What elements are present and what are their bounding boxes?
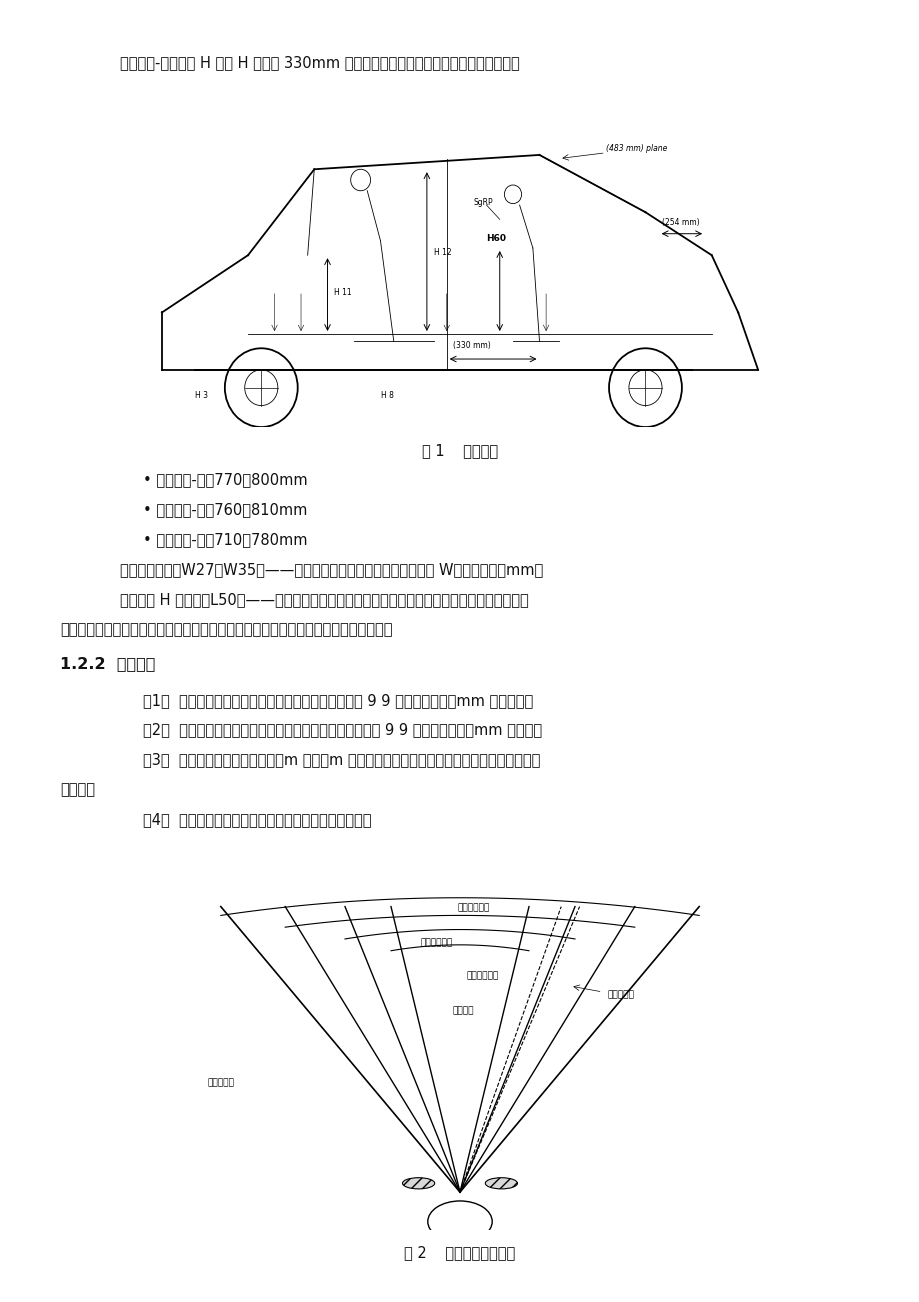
Text: 单目干涉角: 单目干涉角	[607, 991, 633, 1000]
Text: 此参数较小，尺寸大的车较大，也有个别特苏车型，主要一产品定义为主要设计参考。: 此参数较小，尺寸大的车较大，也有个别特苏车型，主要一产品定义为主要设计参考。	[60, 622, 391, 638]
Text: • 进入高度-后：760－810mm: • 进入高度-后：760－810mm	[142, 503, 307, 518]
Text: 图 1    进入高度: 图 1 进入高度	[422, 443, 497, 458]
Text: (483 mm) plane: (483 mm) plane	[605, 145, 666, 154]
Text: （3）  前方视野：能看到前方１２m 远处５m 高的路示牌；同常情况下可以看到前方８－９米处: （3） 前方视野：能看到前方１２m 远处５m 高的路示牌；同常情况下可以看到前方…	[142, 753, 539, 768]
Text: 图 2    人眼视线舒适区域: 图 2 人眼视线舒适区域	[404, 1245, 515, 1260]
Text: 单目干涉角: 单目干涉角	[207, 1079, 233, 1087]
Text: （2）  车门玻璃眩目：车内发光点不能通过车门玻璃反射在 9 9 ％眼椭圆＋４０mm 的区域内: （2） 车门玻璃眩目：车内发光点不能通过车门玻璃反射在 9 9 ％眼椭圆＋４０m…	[142, 723, 541, 738]
Text: 前后乘员 H 点距离（L50）——要考虑座椅靠背空间与后排乘员的乘坐姿态，通常情况下小型车。: 前后乘员 H 点距离（L50）——要考虑座椅靠背空间与后排乘员的乘坐姿态，通常情…	[119, 592, 528, 608]
Text: H60: H60	[486, 234, 506, 243]
Text: 右眼单目视野: 右眼单目视野	[466, 971, 499, 980]
Text: (254 mm): (254 mm)	[662, 219, 698, 227]
Text: 头部侧向空间（W27、W35）——根据车型不同具体确定，通常情况下 W２７大于５０mm。: 头部侧向空间（W27、W35）——根据车型不同具体确定，通常情况下 W２７大于５…	[119, 562, 542, 578]
Text: （4）  仪表视野舒适性：仪表位于驾驶员视野舒适区域内: （4） 仪表视野舒适性：仪表位于驾驶员视野舒适区域内	[142, 812, 370, 828]
Text: （1）  仪表眩目：仪表发光点不能通过风挡玻璃反射在 9 9 ％眼椭圆＋４０mm 的区域内。: （1） 仪表眩目：仪表发光点不能通过风挡玻璃反射在 9 9 ％眼椭圆＋４０mm …	[142, 693, 532, 708]
Text: 的地面。: 的地面。	[60, 783, 95, 798]
Text: SgRP: SgRP	[472, 198, 493, 207]
Text: 双目模糊视野: 双目模糊视野	[457, 904, 490, 913]
Text: 进入高度-后：从后 H 点至 H 点前方 330mm 的一个截面上部装饰车身开启处的垂直尺寸。: 进入高度-后：从后 H 点至 H 点前方 330mm 的一个截面上部装饰车身开启…	[119, 55, 519, 70]
Text: • 出口高度-后：710－780mm: • 出口高度-后：710－780mm	[142, 533, 307, 548]
Text: H 11: H 11	[334, 288, 351, 297]
Text: 左眼单目视野: 左眼单目视野	[420, 939, 453, 948]
Text: H 3: H 3	[195, 392, 208, 401]
Text: 1.2.2  视野分析: 1.2.2 视野分析	[60, 656, 155, 672]
Text: • 进入高度-前：770－800mm: • 进入高度-前：770－800mm	[142, 473, 307, 488]
Text: H 8: H 8	[380, 392, 393, 401]
Text: H 12: H 12	[433, 249, 450, 258]
Text: 双目视野: 双目视野	[452, 1006, 473, 1016]
Text: (330 mm): (330 mm)	[453, 341, 491, 350]
Ellipse shape	[485, 1178, 517, 1189]
Ellipse shape	[403, 1178, 435, 1189]
